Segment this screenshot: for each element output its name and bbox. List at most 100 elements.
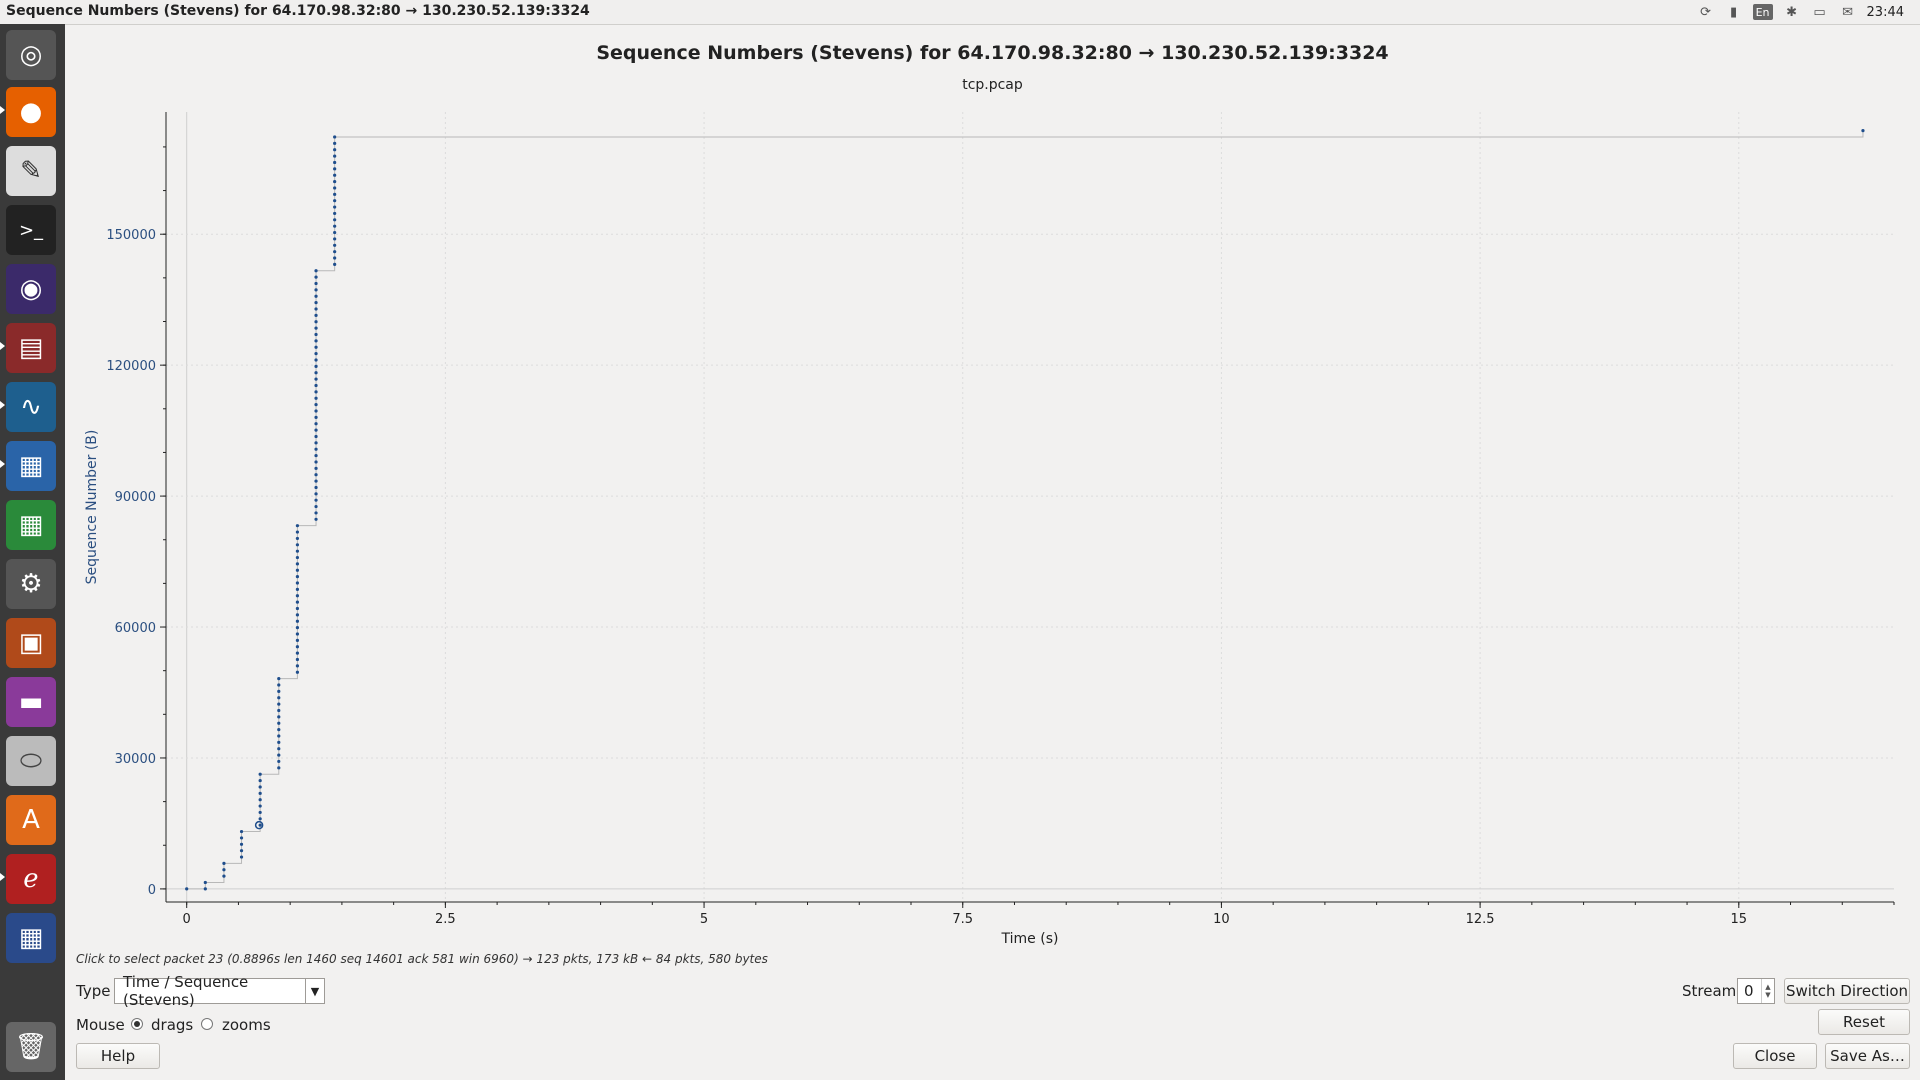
firefox-icon[interactable]: ● — [6, 87, 56, 137]
wireshark-icon[interactable]: ∿ — [6, 382, 56, 432]
data-point[interactable] — [239, 829, 244, 834]
data-point[interactable] — [295, 664, 300, 668]
data-point[interactable] — [295, 536, 300, 541]
data-point[interactable] — [277, 708, 281, 713]
data-point[interactable] — [277, 747, 281, 751]
data-point[interactable] — [314, 422, 318, 426]
data-point[interactable] — [314, 396, 318, 400]
data-point[interactable] — [295, 581, 300, 585]
data-point[interactable] — [314, 479, 318, 483]
data-point[interactable] — [333, 256, 337, 260]
save-as-button[interactable]: Save As… — [1825, 1043, 1910, 1069]
data-point[interactable] — [239, 849, 244, 853]
data-point[interactable] — [295, 587, 300, 592]
data-point[interactable] — [314, 320, 318, 324]
data-point[interactable] — [314, 352, 318, 356]
sync-icon[interactable]: ⟳ — [1700, 4, 1711, 20]
data-point[interactable] — [314, 364, 318, 368]
text-editor-icon[interactable]: ✎ — [6, 146, 56, 196]
signal-icon[interactable]: ▮ — [1729, 4, 1738, 20]
data-point[interactable] — [295, 524, 300, 528]
data-point[interactable] — [277, 702, 281, 706]
data-point[interactable] — [314, 307, 318, 311]
data-point[interactable] — [314, 313, 318, 317]
calc-icon[interactable]: ▦ — [6, 500, 56, 550]
system-settings-icon[interactable]: ⚙ — [6, 559, 56, 609]
clock[interactable]: 23:44 — [1866, 4, 1904, 20]
data-point[interactable] — [258, 804, 262, 808]
data-point[interactable] — [314, 492, 318, 496]
data-point[interactable] — [258, 791, 262, 795]
data-point[interactable] — [333, 135, 337, 139]
sequence-plot[interactable]: 0 2.5 5 7.5 10 12.5 15 0 30000 60000 90000 120000 15… — [0, 0, 1920, 950]
data-point[interactable] — [314, 428, 318, 432]
data-point[interactable] — [277, 677, 281, 681]
data-point[interactable] — [333, 262, 337, 267]
data-point[interactable] — [295, 670, 300, 674]
close-button[interactable]: Close — [1733, 1043, 1817, 1069]
ubuntu-dash-icon[interactable]: ◎ — [6, 30, 56, 80]
software-center-icon[interactable]: A — [6, 795, 56, 845]
data-point[interactable] — [203, 887, 207, 891]
data-point[interactable] — [258, 778, 262, 783]
data-point[interactable] — [333, 237, 337, 241]
media-app-icon[interactable]: ▬ — [6, 677, 56, 727]
data-points[interactable] — [185, 128, 1865, 891]
eclipse-icon[interactable]: ◉ — [6, 264, 56, 314]
reset-button[interactable]: Reset — [1818, 1009, 1910, 1035]
data-point[interactable] — [185, 887, 189, 891]
data-point[interactable] — [295, 657, 300, 662]
data-point[interactable] — [314, 269, 318, 273]
data-point[interactable] — [258, 772, 262, 776]
data-point[interactable] — [295, 626, 300, 630]
data-point[interactable] — [314, 403, 318, 407]
data-point[interactable] — [295, 600, 300, 604]
data-point[interactable] — [295, 606, 300, 611]
data-point[interactable] — [258, 817, 262, 821]
data-point[interactable] — [295, 651, 300, 655]
data-point[interactable] — [295, 594, 300, 598]
data-point[interactable] — [314, 301, 318, 305]
data-point[interactable] — [314, 383, 318, 388]
data-point[interactable] — [314, 345, 318, 349]
data-point[interactable] — [277, 759, 281, 764]
data-point[interactable] — [314, 281, 318, 286]
mouse-drags-label[interactable]: drags — [151, 1016, 194, 1034]
data-point[interactable] — [258, 823, 262, 827]
data-point[interactable] — [277, 740, 281, 744]
data-point[interactable] — [333, 148, 337, 152]
data-point[interactable] — [333, 179, 337, 184]
data-point[interactable] — [277, 683, 281, 687]
data-point[interactable] — [239, 855, 244, 859]
data-point[interactable] — [295, 543, 300, 547]
data-point[interactable] — [333, 141, 337, 145]
data-point[interactable] — [314, 473, 318, 477]
keyboard-lang-icon[interactable]: En — [1752, 4, 1773, 20]
data-point[interactable] — [203, 880, 207, 885]
data-point[interactable] — [314, 466, 318, 470]
data-point[interactable] — [314, 390, 318, 394]
data-point[interactable] — [314, 358, 318, 362]
data-point[interactable] — [222, 861, 226, 866]
data-point[interactable] — [333, 154, 337, 158]
data-point[interactable] — [295, 638, 300, 642]
data-point[interactable] — [314, 453, 318, 458]
data-point[interactable] — [239, 842, 244, 846]
data-point[interactable] — [333, 224, 337, 228]
trash-icon[interactable]: 🗑 — [6, 1022, 56, 1072]
data-point[interactable] — [333, 218, 337, 222]
writer-icon[interactable]: ▦ — [6, 441, 56, 491]
data-point[interactable] — [277, 727, 281, 732]
data-point[interactable] — [295, 613, 300, 617]
data-point[interactable] — [314, 517, 318, 521]
selected-point[interactable] — [254, 820, 264, 830]
data-point[interactable] — [222, 874, 226, 878]
data-point[interactable] — [277, 766, 281, 770]
data-point[interactable] — [333, 167, 337, 171]
pdf-viewer-icon[interactable]: ℯ — [6, 854, 56, 904]
data-point[interactable] — [314, 371, 318, 375]
data-point[interactable] — [314, 339, 318, 343]
data-point[interactable] — [333, 186, 337, 190]
data-point[interactable] — [333, 205, 337, 209]
data-point[interactable] — [314, 377, 318, 381]
